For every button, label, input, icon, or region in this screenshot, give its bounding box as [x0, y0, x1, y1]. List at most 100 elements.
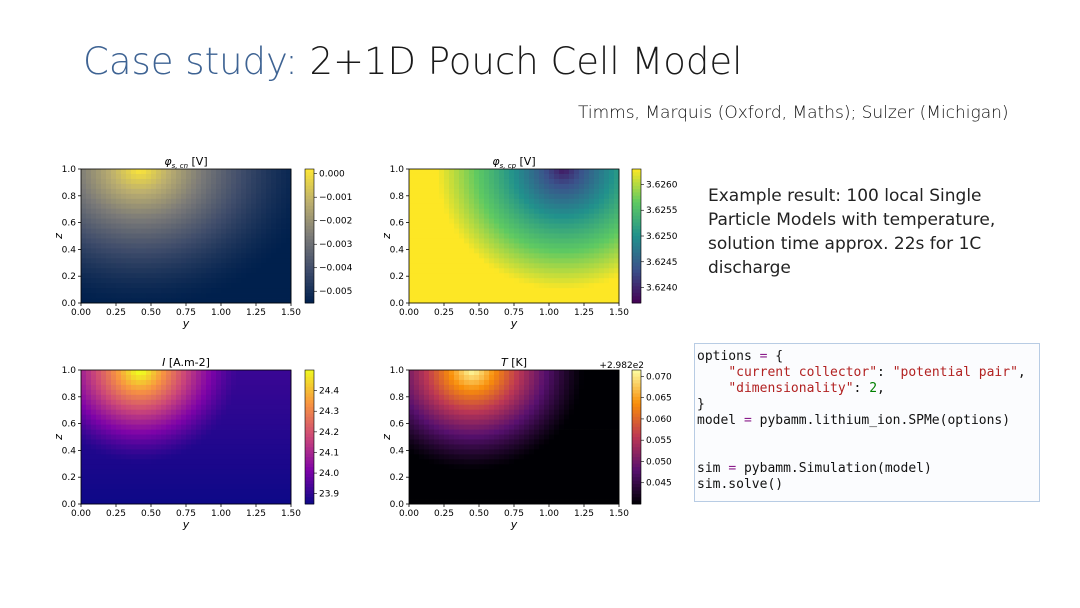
heatmap-cell — [494, 399, 500, 406]
heatmap-cell — [281, 243, 287, 249]
heatmap-cell — [549, 183, 555, 190]
heatmap-cell — [186, 499, 192, 505]
heatmap-cell — [126, 404, 132, 411]
heatmap-cell — [236, 484, 242, 490]
heatmap-cell — [191, 258, 197, 264]
heatmap-cell — [409, 233, 415, 239]
heatmap-cell — [469, 243, 475, 249]
heatmap-cell — [121, 414, 127, 421]
heatmap-cell — [514, 484, 520, 490]
heatmap-cell — [454, 268, 460, 274]
heatmap-cell — [519, 469, 525, 475]
heatmap-cell — [504, 474, 510, 480]
heatmap-cell — [281, 499, 287, 505]
heatmap-cell — [534, 273, 540, 279]
heatmap-cell — [599, 243, 605, 249]
heatmap-cell — [569, 223, 575, 229]
heatmap-cell — [514, 243, 520, 249]
heatmap-cell — [266, 198, 272, 205]
heatmap-cell — [559, 278, 565, 284]
heatmap-cell — [519, 228, 525, 234]
heatmap-cell — [509, 278, 515, 284]
heatmap-cell — [594, 479, 600, 485]
heatmap-cell — [191, 233, 197, 239]
heatmap-cell — [186, 173, 192, 180]
heatmap-cell — [564, 178, 570, 185]
heatmap-cell — [474, 203, 480, 210]
heatmap-cell — [414, 248, 420, 254]
colorbar-segment — [305, 430, 314, 435]
heatmap-cell — [519, 223, 525, 229]
heatmap-cell — [236, 414, 242, 421]
heatmap-cell — [569, 499, 575, 505]
heatmap-cell — [226, 198, 232, 205]
heatmap-cell — [196, 188, 202, 195]
heatmap-cell — [181, 444, 187, 450]
heatmap-cell — [569, 489, 575, 495]
heatmap-cell — [156, 424, 162, 430]
heatmap-cell — [106, 278, 112, 284]
heatmap-cell — [146, 409, 152, 416]
colorbar-segment — [632, 169, 641, 173]
heatmap-cell — [544, 193, 550, 200]
heatmap-cell — [549, 293, 555, 299]
heatmap-cell — [251, 228, 257, 234]
heatmap-cell — [444, 389, 450, 396]
heatmap-cell — [569, 293, 575, 299]
heatmap-cell — [81, 288, 87, 294]
heatmap-cell — [439, 394, 445, 401]
heatmap-cell — [589, 298, 595, 304]
heatmap-cell — [101, 494, 107, 500]
heatmap-cell — [121, 429, 127, 435]
heatmap-cell — [514, 283, 520, 289]
heatmap-cell — [409, 479, 415, 485]
heatmap-cell — [539, 429, 545, 435]
heatmap-cell — [256, 263, 262, 269]
heatmap-cell — [564, 469, 570, 475]
heatmap-cell — [614, 459, 620, 465]
heatmap-cell — [509, 288, 515, 294]
heatmap-cell — [91, 183, 97, 190]
heatmap-cell — [499, 449, 505, 455]
heatmap-cell — [494, 248, 500, 254]
heatmap-cell — [241, 419, 247, 425]
heatmap-cell — [251, 464, 257, 470]
heatmap-cell — [604, 258, 610, 264]
heatmap-cell — [524, 238, 530, 244]
heatmap-cell — [569, 419, 575, 425]
heatmap-cell — [554, 434, 560, 440]
heatmap-cell — [141, 384, 147, 391]
colorbar-segment — [632, 426, 641, 431]
heatmap-cell — [81, 494, 87, 500]
heatmap-cell — [206, 208, 212, 215]
heatmap-cell — [419, 429, 425, 435]
heatmap-cell — [266, 268, 272, 274]
heatmap-cell — [419, 444, 425, 450]
heatmap-cell — [276, 384, 282, 391]
heatmap-cell — [141, 183, 147, 190]
heatmap-cell — [464, 169, 470, 175]
heatmap-cell — [181, 169, 187, 175]
heatmap-cell — [504, 484, 510, 490]
heatmap-cell — [86, 484, 92, 490]
heatmap-cell — [236, 188, 242, 195]
heatmap-cell — [151, 238, 157, 244]
heatmap-cell — [196, 469, 202, 475]
heatmap-cell — [474, 238, 480, 244]
heatmap-cell — [126, 258, 132, 264]
heatmap-cell — [121, 213, 127, 220]
heatmap-cell — [549, 419, 555, 425]
heatmap-cell — [151, 223, 157, 229]
heatmap-cell — [261, 409, 267, 416]
heatmap-cell — [599, 379, 605, 386]
heatmap-cell — [281, 233, 287, 239]
heatmap-cell — [604, 454, 610, 460]
heatmap-cell — [489, 434, 495, 440]
heatmap-cell — [409, 454, 415, 460]
heatmap-cell — [156, 208, 162, 215]
heatmap-cell — [226, 183, 232, 190]
heatmap-cell — [166, 464, 172, 470]
heatmap-cell — [106, 218, 112, 224]
heatmap-cell — [176, 248, 182, 254]
heatmap-cell — [261, 494, 267, 500]
